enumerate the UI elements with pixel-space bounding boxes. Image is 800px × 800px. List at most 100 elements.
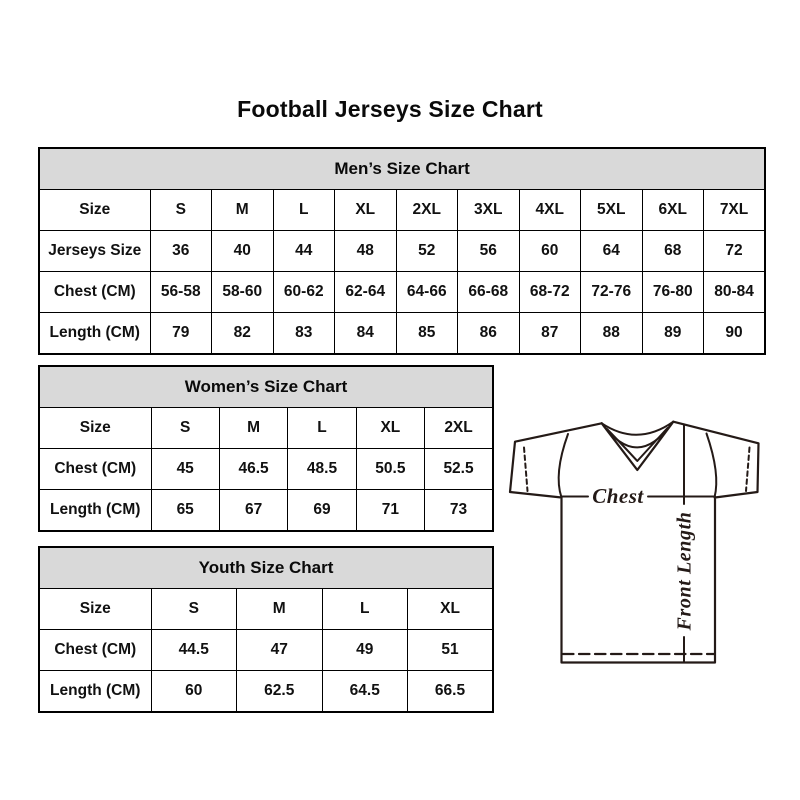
youth-cell: 64.5 — [321, 670, 408, 713]
youth-table-row: Length (CM) 60 62.5 64.5 66.5 — [38, 670, 494, 713]
youth-row-label: Size — [38, 588, 152, 630]
men-cell: 44 — [272, 230, 335, 272]
men-cell: 82 — [211, 312, 274, 355]
men-cell: 48 — [334, 230, 397, 272]
women-cell: 50.5 — [355, 448, 426, 490]
men-row-label: Chest (CM) — [38, 271, 151, 313]
men-cell: 64 — [580, 230, 643, 272]
men-cell: 64-66 — [395, 271, 458, 313]
jersey-measurement-diagram-icon: Chest Front Length — [508, 420, 760, 664]
men-cell: 58-60 — [211, 271, 274, 313]
youth-cell: M — [236, 588, 323, 630]
left-cuff-stitch — [523, 446, 529, 492]
men-cell: 89 — [641, 312, 704, 355]
men-cell: 88 — [580, 312, 643, 355]
youth-cell: 49 — [321, 629, 408, 671]
men-cell: 68-72 — [518, 271, 581, 313]
mens-size-chart-table: Men’s Size Chart Size S M L XL 2XL 3XL 4XL 5XL 6XL… — [38, 147, 767, 355]
men-table-row: Size S M L XL 2XL 3XL 4XL 5XL 6XL 7XL — [38, 189, 766, 231]
men-row-label: Jerseys Size — [38, 230, 151, 272]
jersey-outline — [508, 420, 760, 664]
men-table-row: Chest (CM) 56-58 58-60 60-62 62-64 64-66 66-68… — [38, 271, 766, 313]
men-cell: 66-68 — [457, 271, 520, 313]
men-cell: 80-84 — [703, 271, 766, 313]
women-table-row: Size S M L XL 2XL — [38, 407, 494, 449]
youth-table-row: Size S M L XL — [38, 588, 494, 630]
men-row-label: Size — [38, 189, 151, 231]
men-table-row: Jerseys Size 36 40 44 48 52 56 60 64 68 72 — [38, 230, 766, 272]
women-cell: 46.5 — [218, 448, 289, 490]
men-cell: 72 — [703, 230, 766, 272]
men-cell: 40 — [211, 230, 274, 272]
women-cell: 52.5 — [424, 448, 494, 490]
women-table-row: Chest (CM) 45 46.5 48.5 50.5 52.5 — [38, 448, 494, 490]
men-cell: 87 — [518, 312, 581, 355]
women-cell: 65 — [150, 489, 220, 532]
women-row-label: Length (CM) — [38, 489, 152, 532]
front-length-label: Front Length — [674, 512, 696, 632]
youth-cell: 60 — [150, 670, 237, 713]
youth-cell: 44.5 — [150, 629, 237, 671]
page-title: Football Jerseys Size Chart — [237, 96, 543, 122]
women-cell: 48.5 — [287, 448, 357, 490]
right-cuff-stitch — [745, 446, 751, 492]
youth-cell: 51 — [407, 629, 494, 671]
men-table-title: Men’s Size Chart — [38, 147, 766, 190]
men-cell: 79 — [149, 312, 212, 355]
men-cell: XL — [334, 189, 397, 231]
women-cell: 2XL — [424, 407, 494, 449]
chest-label: Chest — [592, 484, 644, 508]
collar-outer-v — [600, 420, 675, 472]
men-cell: 76-80 — [641, 271, 704, 313]
collar-back-edge — [600, 420, 675, 436]
right-armhole-seam — [705, 432, 718, 499]
men-cell: 52 — [395, 230, 458, 272]
womens-size-chart-table: Women’s Size Chart Size S M L XL 2XL Chest (CM)… — [38, 365, 494, 532]
men-cell: 7XL — [703, 189, 766, 231]
men-cell: 72-76 — [580, 271, 643, 313]
youth-row-label: Chest (CM) — [38, 629, 152, 671]
youth-row-label: Length (CM) — [38, 670, 152, 713]
youth-cell: 66.5 — [407, 670, 494, 713]
women-cell: L — [287, 407, 357, 449]
men-cell: 56-58 — [149, 271, 212, 313]
men-cell: 84 — [334, 312, 397, 355]
men-cell: 85 — [395, 312, 458, 355]
women-cell: 45 — [150, 448, 220, 490]
men-cell: 60 — [518, 230, 581, 272]
men-cell: 86 — [457, 312, 520, 355]
women-cell: 71 — [355, 489, 426, 532]
youth-cell: L — [321, 588, 408, 630]
women-cell: XL — [355, 407, 426, 449]
youth-cell: 62.5 — [236, 670, 323, 713]
men-table-row: Length (CM) 79 82 83 84 85 86 87 88 89 90 — [38, 312, 766, 355]
men-cell: 90 — [703, 312, 766, 355]
women-table-row: Length (CM) 65 67 69 71 73 — [38, 489, 494, 532]
men-cell: S — [149, 189, 212, 231]
men-cell: 56 — [457, 230, 520, 272]
women-cell: S — [150, 407, 220, 449]
left-armhole-seam — [557, 433, 569, 499]
women-cell: 69 — [287, 489, 357, 532]
youth-cell: S — [150, 588, 237, 630]
youth-cell: 47 — [236, 629, 323, 671]
women-table-title: Women’s Size Chart — [38, 365, 494, 408]
youth-table-row: Chest (CM) 44.5 47 49 51 — [38, 629, 494, 671]
youth-cell: XL — [407, 588, 494, 630]
men-row-label: Length (CM) — [38, 312, 151, 355]
men-cell: 60-62 — [272, 271, 335, 313]
men-cell: 68 — [641, 230, 704, 272]
men-cell: 6XL — [641, 189, 704, 231]
women-cell: M — [218, 407, 289, 449]
women-cell: 67 — [218, 489, 289, 532]
men-cell: L — [272, 189, 335, 231]
youth-size-chart-table: Youth Size Chart Size S M L XL Chest (CM) 44.5 4… — [38, 546, 495, 713]
women-cell: 73 — [424, 489, 494, 532]
women-row-label: Size — [38, 407, 152, 449]
men-cell: 36 — [149, 230, 212, 272]
men-cell: 62-64 — [334, 271, 397, 313]
men-cell: 5XL — [580, 189, 643, 231]
youth-table-title: Youth Size Chart — [38, 546, 494, 589]
men-cell: 4XL — [518, 189, 581, 231]
